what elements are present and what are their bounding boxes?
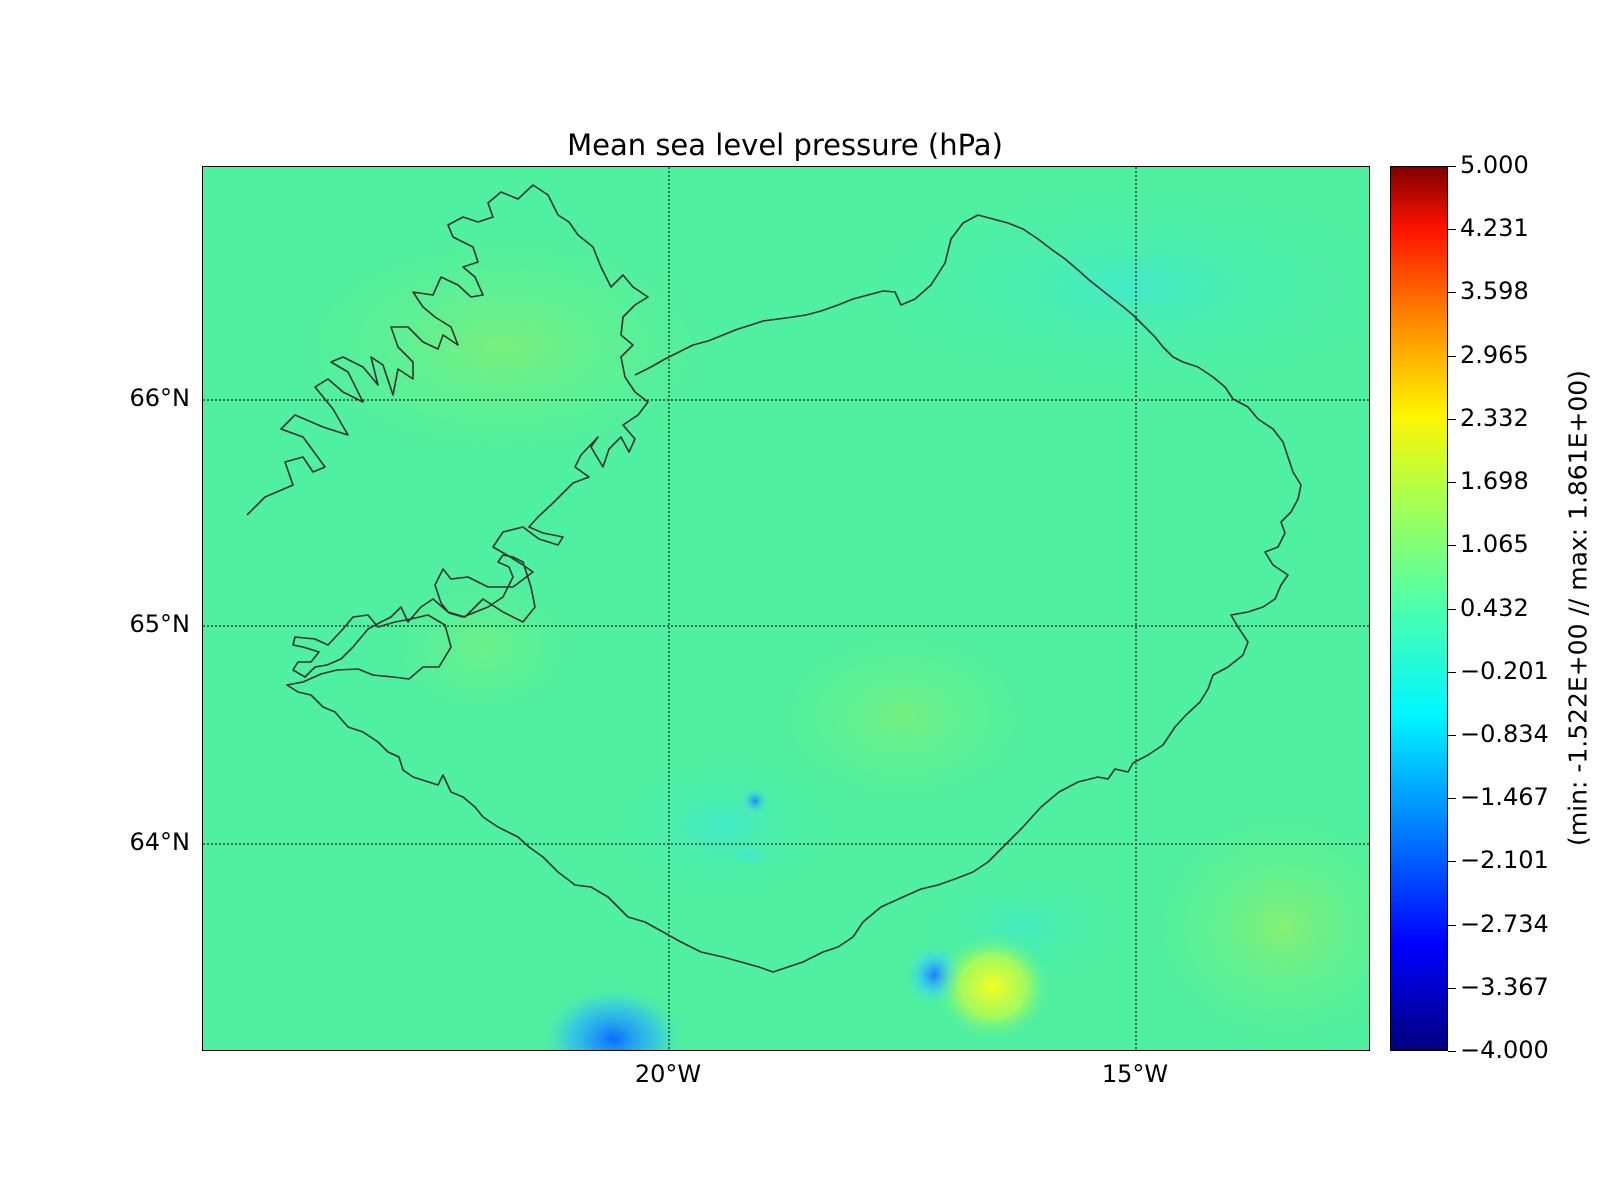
colorbar xyxy=(1390,166,1448,1051)
colorbar-tick-mark xyxy=(1448,229,1456,231)
colorbar-tick-label: −2.734 xyxy=(1460,909,1549,938)
coastline xyxy=(246,184,1302,973)
colorbar-tick-label: 5.000 xyxy=(1460,151,1529,179)
lon-label-20w: 20°W xyxy=(634,1060,702,1088)
colorbar-tick-label: 2.332 xyxy=(1460,403,1529,432)
colorbar-tick-mark xyxy=(1448,355,1456,357)
colorbar-tick-mark xyxy=(1448,924,1456,926)
colorbar-tick-mark xyxy=(1448,1051,1456,1052)
colorbar-label: (min: -1.522E+00 // max: 1.861E+00) xyxy=(1563,370,1593,846)
colorbar-tick-mark xyxy=(1448,987,1456,989)
colorbar-tick-mark xyxy=(1448,292,1456,294)
colorbar-tick-label: 2.965 xyxy=(1460,340,1529,369)
lat-label-64n: 64°N xyxy=(129,828,191,856)
colorbar-tick-label: −3.367 xyxy=(1460,972,1549,1001)
colorbar-tick-mark xyxy=(1448,418,1456,420)
pressure-map xyxy=(202,166,1370,1051)
colorbar-tick-label: 0.432 xyxy=(1460,593,1529,622)
colorbar-tick-mark xyxy=(1448,545,1456,547)
colorbar-tick-mark xyxy=(1448,482,1456,484)
colorbar-tick-mark xyxy=(1448,798,1456,800)
colorbar-tick-label: −0.834 xyxy=(1460,719,1549,748)
map-title: Mean sea level pressure (hPa) xyxy=(567,128,1003,162)
colorbar-tick-mark xyxy=(1448,166,1456,167)
colorbar-tick-label: 3.598 xyxy=(1460,277,1529,306)
colorbar-tick-label: −4.000 xyxy=(1460,1036,1549,1064)
colorbar-tick-mark xyxy=(1448,671,1456,673)
lat-label-66n: 66°N xyxy=(129,384,191,412)
lat-label-65n: 65°N xyxy=(129,610,191,638)
colorbar-tick-mark xyxy=(1448,608,1456,610)
colorbar-tick-label: 4.231 xyxy=(1460,214,1529,243)
colorbar-tick-mark xyxy=(1448,734,1456,736)
colorbar-tick-label: −1.467 xyxy=(1460,783,1549,812)
colorbar-tick-label: 1.698 xyxy=(1460,467,1529,496)
colorbar-tick-label: −2.101 xyxy=(1460,846,1549,875)
colorbar-tick-label: 1.065 xyxy=(1460,530,1529,559)
colorbar-tick-mark xyxy=(1448,861,1456,863)
lon-label-15w: 15°W xyxy=(1101,1060,1169,1088)
pressure-field xyxy=(203,167,1369,1050)
colorbar-tick-label: −0.201 xyxy=(1460,656,1549,685)
